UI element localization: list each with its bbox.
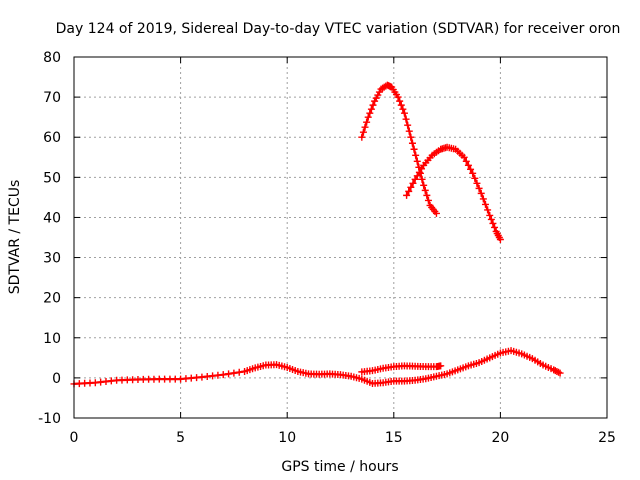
data-point <box>230 369 238 377</box>
data-point <box>361 123 369 131</box>
data-point <box>550 366 558 374</box>
series-2 <box>358 362 445 376</box>
data-point <box>420 181 428 189</box>
data-point <box>403 191 411 199</box>
data-point <box>415 168 423 176</box>
data-point <box>407 183 415 191</box>
data-point <box>413 157 421 165</box>
data-point <box>475 184 483 192</box>
y-tick-label: 50 <box>43 170 61 186</box>
data-point <box>367 105 375 113</box>
data-point <box>366 109 374 117</box>
axis-ticks <box>73 56 608 419</box>
data-point <box>405 187 413 195</box>
y-tick-label: 0 <box>52 371 61 387</box>
data-point <box>400 109 408 117</box>
chart-title: Day 124 of 2019, Sidereal Day-to-day VTE… <box>56 21 621 37</box>
data-point <box>358 133 366 141</box>
data-point <box>412 151 420 159</box>
data-point <box>469 169 477 177</box>
tick-labels: 0 5 10 15 20 25 -10 0 10 20 30 40 50 60 70 80 <box>38 50 616 446</box>
data-point <box>473 179 481 187</box>
grid-lines <box>74 57 607 418</box>
data-point <box>359 128 367 136</box>
data-point <box>418 175 426 183</box>
data-point <box>487 215 495 223</box>
data-point <box>556 369 564 377</box>
data-point <box>410 145 418 153</box>
data-point <box>423 191 431 199</box>
data-point <box>396 97 404 105</box>
y-axis-label: SDTVAR / TECUs <box>7 180 23 295</box>
data-point <box>462 157 470 165</box>
data-point <box>464 161 472 169</box>
series-3 <box>358 81 440 217</box>
data-point <box>484 206 492 214</box>
x-tick-label: 0 <box>70 430 79 446</box>
data-point <box>551 367 559 375</box>
y-tick-label: 20 <box>43 291 61 307</box>
y-tick-label: 80 <box>43 50 61 66</box>
plot-border <box>73 56 608 419</box>
y-tick-label: 10 <box>43 331 61 347</box>
data-point <box>411 175 419 183</box>
data-point <box>460 153 468 161</box>
y-tick-label: 60 <box>43 130 61 146</box>
data-point <box>554 368 562 376</box>
data-point <box>399 105 407 113</box>
x-tick-label: 5 <box>176 430 185 446</box>
data-point <box>407 133 415 141</box>
data-series <box>70 81 564 388</box>
x-tick-label: 15 <box>385 430 403 446</box>
data-point <box>467 165 475 173</box>
data-point <box>496 236 504 244</box>
data-point <box>402 115 410 123</box>
data-point <box>413 172 421 180</box>
y-tick-label: 70 <box>43 90 61 106</box>
y-tick-label: 30 <box>43 251 61 267</box>
data-point <box>409 179 417 187</box>
data-point <box>489 219 497 227</box>
data-point <box>491 223 499 231</box>
data-point <box>418 165 426 173</box>
x-tick-label: 20 <box>491 430 509 446</box>
x-tick-label: 25 <box>598 430 616 446</box>
data-point <box>394 93 402 101</box>
data-point <box>421 186 429 194</box>
data-point <box>486 211 494 219</box>
data-point <box>369 101 377 109</box>
data-point <box>479 195 487 203</box>
data-point <box>408 139 416 147</box>
x-axis-label: GPS time / hours <box>281 459 398 475</box>
data-point <box>219 371 227 379</box>
data-point <box>477 189 485 197</box>
data-point <box>397 101 405 109</box>
y-tick-label: -10 <box>38 411 61 427</box>
x-tick-label: 10 <box>278 430 296 446</box>
series-4 <box>403 143 504 244</box>
y-tick-label: 40 <box>43 210 61 226</box>
data-point <box>437 362 445 370</box>
data-point <box>553 367 561 375</box>
data-point <box>363 118 371 126</box>
data-point <box>404 121 412 129</box>
data-point <box>432 209 440 217</box>
data-point <box>364 113 372 121</box>
data-point <box>405 127 413 135</box>
data-point <box>225 370 233 378</box>
data-point <box>471 174 479 182</box>
data-point <box>235 368 243 376</box>
series-1 <box>70 347 564 388</box>
data-point <box>481 200 489 208</box>
data-point <box>424 196 432 204</box>
